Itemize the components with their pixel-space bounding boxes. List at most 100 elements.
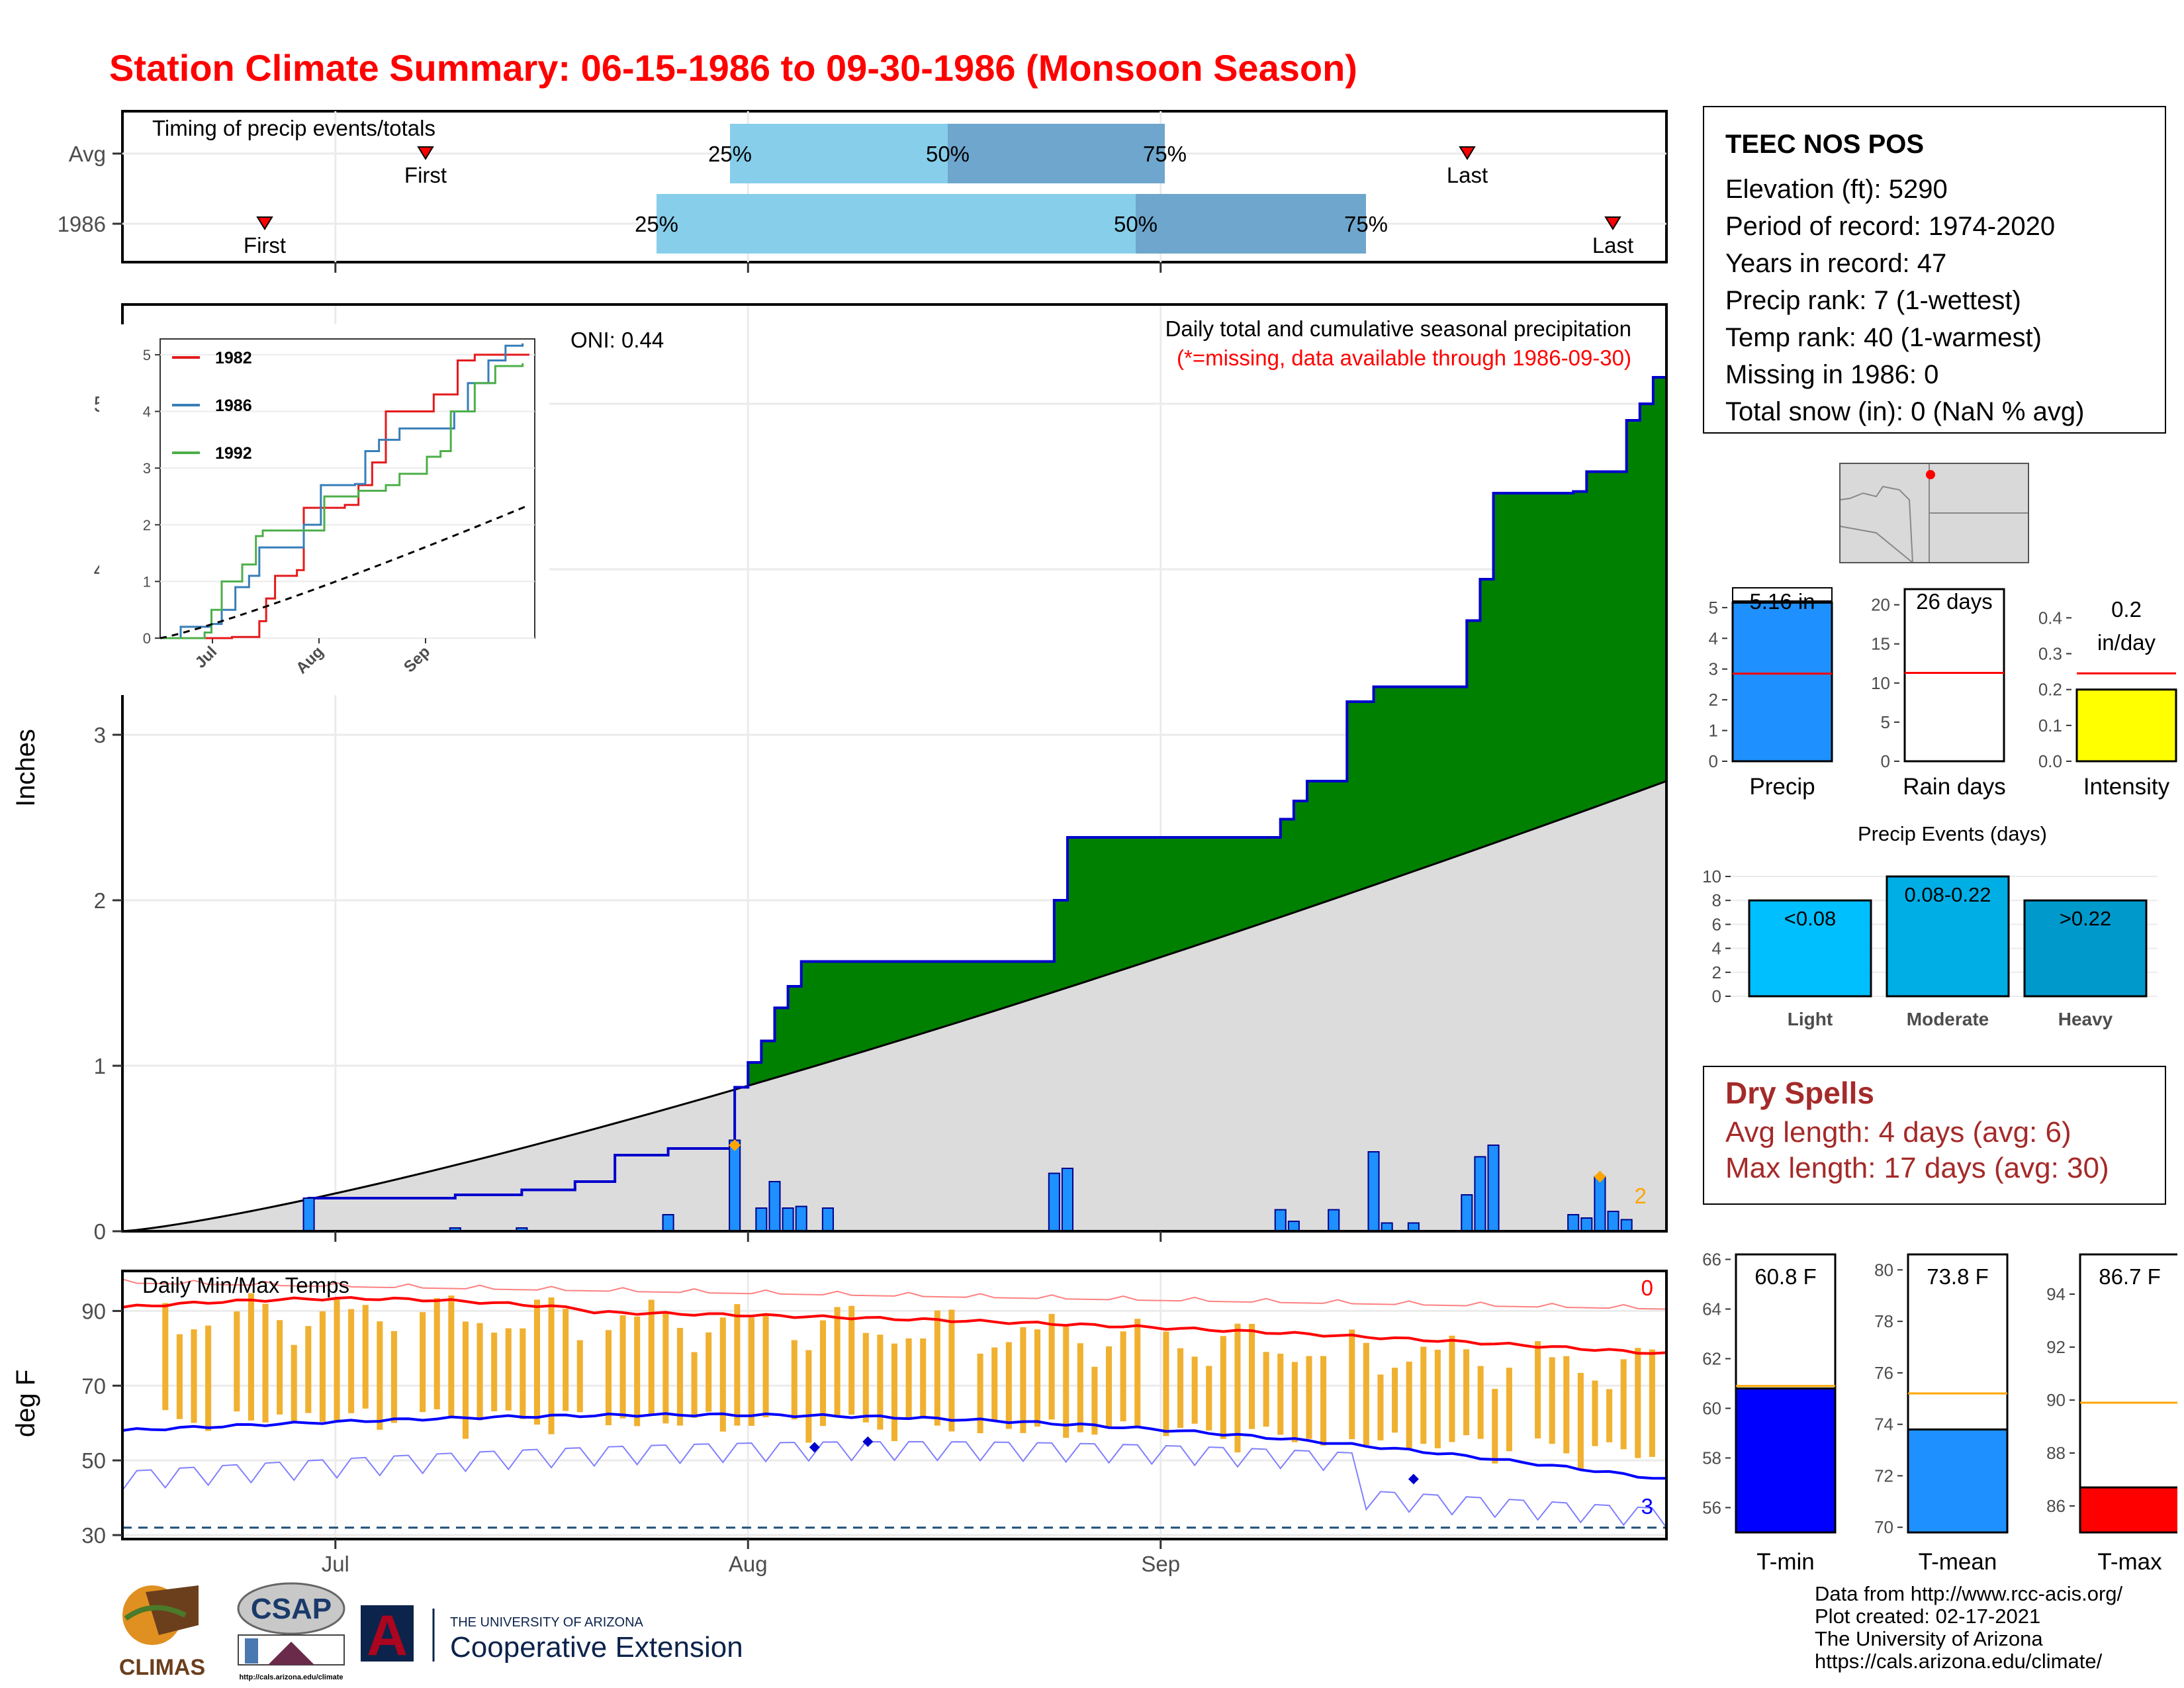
temp-daily-bar xyxy=(1506,1368,1512,1452)
tbars-ytick-label: 72 xyxy=(1874,1466,1893,1485)
inset-series-1986 xyxy=(160,343,524,639)
station-years: Years in record: 47 xyxy=(1725,249,1947,278)
precip-marker xyxy=(1594,1170,1606,1183)
totals-value-raindays: 26 days xyxy=(1916,589,1993,614)
temp-frame xyxy=(121,1270,1668,1540)
totals-ytick-label: 0 xyxy=(1709,751,1718,771)
totals-value-intensity-unit: in/day xyxy=(2097,630,2156,655)
precip-ytick-label: 0 xyxy=(94,1219,106,1244)
temp-daily-bar xyxy=(920,1338,927,1417)
tbars-ytick-label: 74 xyxy=(1874,1415,1893,1434)
temp-daily-bar xyxy=(891,1343,898,1441)
temp-daily-bar xyxy=(762,1314,769,1418)
tbars-value-tmean: 73.8 F xyxy=(1927,1264,1989,1289)
inset-ytick-label: 3 xyxy=(143,460,151,477)
climas-logo: CLIMAS xyxy=(119,1585,205,1680)
inset-legend-label: 1992 xyxy=(215,444,252,463)
totals-ytick-label: 5 xyxy=(1881,712,1890,732)
temp-daily-bar xyxy=(734,1304,741,1426)
precip-surplus-area xyxy=(122,377,1666,1231)
temp-count-low: 3 xyxy=(1641,1494,1653,1519)
temp-daily-bar xyxy=(1477,1366,1484,1439)
temp-daily-bar xyxy=(1577,1372,1584,1470)
tbars-ytick-label: 62 xyxy=(1702,1349,1721,1369)
temp-daily-bar xyxy=(905,1338,912,1418)
dry-spells-title: Dry Spells xyxy=(1725,1076,1874,1110)
dry-spells-avg: Avg length: 4 days (avg: 6) xyxy=(1725,1116,2071,1149)
daily-precip-bar xyxy=(729,1139,741,1232)
temp-ytick-label: 50 xyxy=(81,1448,106,1473)
totals-ytick-label: 1 xyxy=(1709,721,1718,741)
temp-daily-bar xyxy=(1077,1343,1083,1432)
daily-precip-bar xyxy=(1328,1209,1340,1232)
temp-daily-bar xyxy=(277,1320,283,1415)
temp-daily-bar xyxy=(877,1335,884,1430)
tbars-ytick-label: 94 xyxy=(2046,1284,2066,1304)
daily-precip-bar xyxy=(662,1214,674,1232)
temp-daily-bar xyxy=(1492,1389,1498,1464)
temp-daily-bar xyxy=(1535,1340,1541,1438)
totals-ytick-label: 20 xyxy=(1871,595,1890,615)
totals-ytick-label: 0.4 xyxy=(2038,608,2062,628)
events-bar-label: >0.22 xyxy=(2060,907,2111,930)
totals-bar-raindays xyxy=(1903,588,2005,763)
daily-precip-bar xyxy=(302,1197,315,1232)
tbars-ytick-label: 66 xyxy=(1702,1250,1721,1270)
temp-daily-bar xyxy=(805,1350,812,1443)
temp-daily-bar xyxy=(176,1334,183,1419)
timing-first-marker xyxy=(256,216,273,230)
timing-bar-25-50 xyxy=(657,194,1136,254)
tbars-label-tmax: T-max xyxy=(2097,1549,2162,1575)
oni-label: ONI: 0.44 xyxy=(570,328,664,352)
daily-precip-bar xyxy=(755,1207,768,1232)
temp-record-low-marker xyxy=(862,1436,874,1447)
locator-map xyxy=(1839,463,2029,563)
temp-ytick-label: 90 xyxy=(81,1299,106,1323)
temp-ylabel: deg F xyxy=(11,1370,40,1437)
svg-text:THE UNIVERSITY OF ARIZONA: THE UNIVERSITY OF ARIZONA xyxy=(450,1615,644,1630)
svg-text:A: A xyxy=(367,1604,408,1667)
temp-daily-bar xyxy=(548,1297,555,1434)
events-xtick-label: Moderate xyxy=(1907,1009,1989,1029)
temp-daily-bar xyxy=(505,1328,512,1411)
temp-daily-bar xyxy=(1377,1374,1384,1440)
temp-daily-bar xyxy=(377,1321,383,1430)
temp-daily-bar xyxy=(1020,1327,1026,1433)
timing-row-label: Avg xyxy=(69,142,106,166)
totals-ytick-label: 0.1 xyxy=(2038,716,2062,735)
temp-daily-bar xyxy=(291,1344,297,1424)
credits: Data from http://www.rcc-acis.org/ Plot … xyxy=(1815,1583,2122,1673)
temp-summary-bars: 56 58 60 62 64 66 60.8 F T-min 70 72 74 76 78 80 73.8 … xyxy=(1702,1250,2177,1575)
temp-daily-bar xyxy=(533,1299,540,1425)
temp-daily-bar xyxy=(1563,1356,1570,1454)
timing-25-label: 25% xyxy=(708,142,752,166)
temp-daily-bar xyxy=(191,1329,197,1423)
precip-ytick-label: 2 xyxy=(94,888,106,913)
temp-record-low-marker xyxy=(1408,1474,1419,1485)
timing-bar-50-75 xyxy=(1136,194,1366,254)
tbars-ytick-label: 64 xyxy=(1702,1299,1721,1319)
tbars-ytick-label: 56 xyxy=(1702,1498,1721,1518)
temp-daily-bar xyxy=(1091,1366,1098,1435)
timing-last-label: Last xyxy=(1447,163,1488,187)
timing-row-label: 1986 xyxy=(58,212,106,236)
precip-marker xyxy=(729,1139,741,1151)
temp-daily-bar xyxy=(1406,1361,1412,1450)
totals-ytick-label: 0.0 xyxy=(2038,751,2062,771)
temp-daily-bar xyxy=(1306,1356,1312,1439)
temp-daily-bar xyxy=(1034,1329,1041,1427)
temp-daily-bar xyxy=(1320,1356,1327,1446)
temp-daily-bar xyxy=(1263,1352,1269,1427)
temp-daily-bar xyxy=(1106,1346,1113,1427)
daily-precip-bar xyxy=(795,1205,807,1232)
events-ytick-label: 6 xyxy=(1712,914,1721,934)
tbars-ytick-label: 86 xyxy=(2046,1496,2066,1516)
precip-average-line xyxy=(122,780,1667,1233)
temp-xtick-label: Aug xyxy=(729,1552,768,1576)
temp-daily-bar xyxy=(648,1299,655,1415)
page-title: Station Climate Summary: 06-15-1986 to 0… xyxy=(109,47,1357,89)
precip-ytick-label: 3 xyxy=(94,723,106,747)
temp-daily-bar xyxy=(1191,1356,1198,1424)
temp-daily-bar xyxy=(1120,1331,1126,1422)
